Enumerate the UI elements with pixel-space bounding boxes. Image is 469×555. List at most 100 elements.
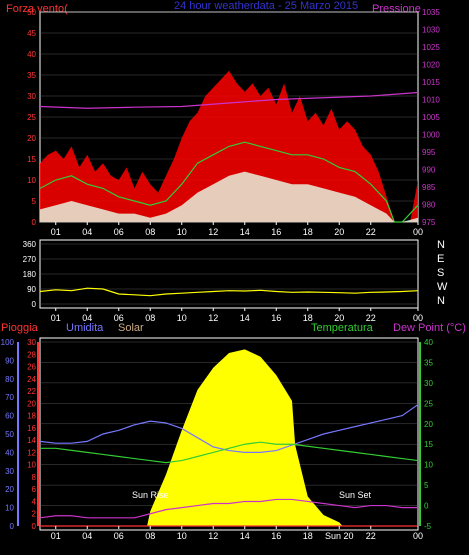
temp-tick-label: 0 [424,502,429,511]
x-tick-label: 18 [303,531,313,541]
wind-tick-label: 30 [27,92,36,101]
rain-tick-label: 24 [27,375,36,384]
rain-tick-label: 0 [32,522,37,531]
temp-tick-label: 10 [424,461,433,470]
humidity-tick-label: 80 [5,375,14,384]
compass-label: N [437,239,445,251]
pressure-tick-label: 1000 [422,131,440,140]
rain-label: Pioggia [1,322,39,334]
humidity-tick-label: 70 [5,393,14,402]
x-tick-label: 22 [366,227,376,237]
direction-tick-label: 90 [27,285,36,294]
compass-label: W [437,281,448,293]
x-tick-label: 01 [51,531,61,541]
pressure-axis-label: Pressione [372,3,421,15]
rain-tick-label: 10 [27,461,36,470]
wind-tick-label: 25 [27,113,36,122]
compass-label: E [437,253,444,265]
pressure-tick-label: 985 [422,183,436,192]
x-tick-label: 08 [145,227,155,237]
temperature-line [40,441,419,464]
x-tick-label: 10 [177,313,187,323]
compass-label: N [437,295,445,307]
direction-line [39,287,419,297]
chart-title: 24 hour weatherdata - 25 Marzo 2015 [174,0,358,12]
x-tick-label: 16 [271,531,281,541]
pressure-tick-label: 980 [422,201,436,210]
wind-tick-label: 10 [27,176,36,185]
x-tick-label: 01 [51,313,61,323]
x-tick-label: 04 [82,531,92,541]
solar-area [147,349,343,526]
temp-tick-label: 35 [424,358,433,367]
x-tick-label: 10 [177,531,187,541]
x-tick-label: 04 [82,227,92,237]
rain-tick-label: 28 [27,350,36,359]
humidity-tick-label: 10 [5,504,14,513]
x-tick-label: 06 [114,227,124,237]
x-tick-label: 10 [177,227,187,237]
humidity-line [39,404,419,453]
temp-tick-label: 5 [424,481,429,490]
pressure-tick-label: 990 [422,166,436,175]
temp-tick-label: 15 [424,440,433,449]
humidity-tick-label: 40 [5,448,14,457]
x-tick-label: 08 [145,531,155,541]
rain-tick-label: 20 [27,399,36,408]
bottom-panel-frame [39,337,419,531]
temp-tick-label: 25 [424,399,433,408]
humidity-tick-label: 100 [1,338,15,347]
wind-tick-label: 50 [27,8,36,17]
temp-tick-label: 20 [424,420,433,429]
compass-label: S [437,267,444,279]
x-tick-label: 22 [366,531,376,541]
temp-tick-label: -5 [424,522,432,531]
x-tick-label: 20 [334,313,344,323]
solar-label: Solar [118,322,144,334]
humidity-tick-label: 50 [5,430,14,439]
x-tick-label: 18 [303,313,313,323]
dew-point-line [39,498,418,519]
temp-tick-label: 40 [424,338,433,347]
humidity-tick-label: 30 [5,467,14,476]
x-tick-label: 12 [208,313,218,323]
x-tick-label: 22 [366,313,376,323]
x-tick-label: 00 [413,531,423,541]
x-tick-label: 04 [82,313,92,323]
direction-tick-label: 0 [32,300,37,309]
pressure-tick-label: 1015 [422,78,440,87]
direction-tick-label: 270 [23,255,37,264]
x-tick-label: 14 [240,313,250,323]
x-tick-label: 06 [114,313,124,323]
wind-axis-label: Forza vento( [6,3,68,15]
rain-tick-label: 12 [27,448,36,457]
rain-tick-label: 16 [27,424,36,433]
wind-tick-label: 20 [27,134,36,143]
temperature-label: Temperatura [311,322,374,334]
x-tick-label: 00 [413,227,423,237]
rain-tick-label: 26 [27,363,36,372]
pressure-tick-label: 975 [422,218,436,227]
humidity-tick-label: 0 [10,522,15,531]
x-tick-label: 06 [114,531,124,541]
humidity-tick-label: 60 [5,412,14,421]
rain-tick-label: 2 [32,510,37,519]
x-tick-label: 00 [413,313,423,323]
rain-tick-label: 30 [27,338,36,347]
x-tick-label: 12 [208,227,218,237]
x-tick-label: 01 [51,227,61,237]
sun-set-label: Sun Set [339,490,372,500]
wind-tick-label: 45 [27,29,36,38]
x-tick-label: Sun 20 [325,531,354,541]
pressure-line [39,91,419,109]
humidity-tick-label: 20 [5,485,14,494]
rain-tick-label: 22 [27,387,36,396]
x-tick-label: 14 [240,531,250,541]
wind-avg-line [39,141,419,223]
rain-tick-label: 14 [27,436,36,445]
wind-tick-label: 0 [32,218,37,227]
pressure-tick-label: 1020 [422,61,440,70]
pressure-tick-label: 1005 [422,113,440,122]
temp-tick-label: 30 [424,379,433,388]
